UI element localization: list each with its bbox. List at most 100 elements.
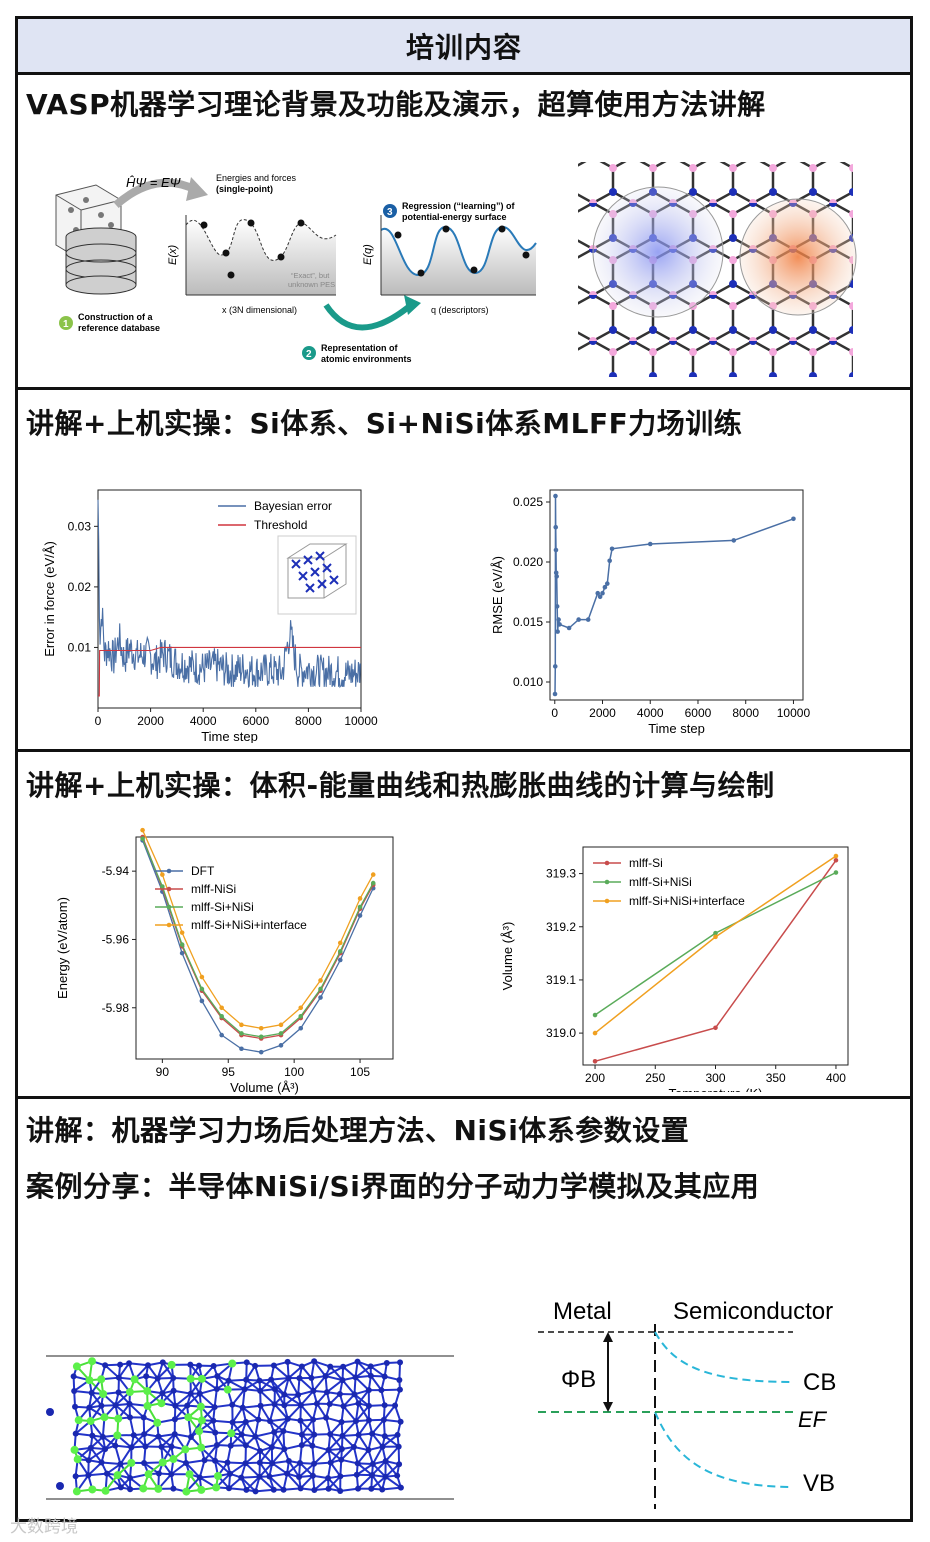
si-atom [367, 1372, 374, 1379]
bond [271, 1462, 288, 1475]
si-atom [355, 1400, 362, 1407]
si-atom [187, 1433, 194, 1440]
data-point [713, 930, 718, 936]
bond [244, 1462, 261, 1478]
pes-panel-x: E(x) x (3N dimensional) “Exact”, but unk… [167, 215, 337, 315]
bond [245, 1476, 261, 1491]
si-atom [46, 1408, 54, 1416]
si-atom [257, 1447, 264, 1454]
inset-atom [305, 583, 315, 593]
si-atom [213, 1386, 220, 1393]
si-atom [117, 1361, 124, 1368]
legend-marker [166, 922, 172, 928]
cb-band [654, 1331, 794, 1383]
bond [101, 1461, 121, 1466]
data-point [553, 524, 559, 530]
si-atom [243, 1376, 250, 1383]
x-tick-label: 250 [645, 1071, 665, 1085]
bond [199, 1392, 216, 1408]
bond [119, 1446, 133, 1465]
data-point [370, 872, 376, 877]
data-point [576, 617, 581, 622]
si-atom [212, 1429, 219, 1436]
bond [327, 1435, 344, 1451]
svg-text:unknown PES: unknown PES [288, 280, 335, 289]
bond [357, 1434, 370, 1451]
si-atom [159, 1390, 166, 1397]
si-atom [140, 1414, 147, 1421]
si-atom [327, 1459, 334, 1466]
bond [242, 1406, 259, 1421]
si-atom [159, 1359, 166, 1366]
data-point [318, 986, 323, 992]
si-atom [338, 1446, 345, 1453]
x-tick-label: 350 [766, 1071, 786, 1085]
si-atom [280, 1486, 287, 1493]
svg-text:“Exact”, but: “Exact”, but [291, 271, 330, 280]
bond [300, 1390, 315, 1406]
bond [128, 1403, 145, 1419]
data-point [557, 622, 562, 627]
si-atom [298, 1363, 305, 1370]
inset-frame [277, 535, 357, 615]
data-point [239, 1031, 244, 1036]
si-atom [126, 1414, 133, 1421]
si-atom [70, 1373, 77, 1380]
bond [372, 1446, 384, 1465]
bond [311, 1445, 316, 1464]
si-atom [339, 1377, 346, 1384]
bond [255, 1488, 274, 1493]
si-atom [308, 1374, 315, 1381]
bond [143, 1462, 160, 1475]
si-atom [154, 1375, 161, 1382]
si-atom [311, 1431, 318, 1438]
si-atom [369, 1430, 376, 1437]
ni-atom [88, 1357, 97, 1366]
legend-marker [604, 898, 610, 904]
data-point [219, 1032, 224, 1038]
bond [88, 1472, 108, 1477]
data-point [555, 629, 560, 634]
ni-atom [196, 1402, 205, 1411]
si-atom [296, 1473, 303, 1480]
legend-marker [166, 886, 172, 892]
inset-atom [310, 567, 320, 577]
si-atom [241, 1386, 248, 1393]
data-point [298, 1014, 304, 1019]
ni-atom [130, 1375, 139, 1384]
x-tick-label: 4000 [190, 714, 217, 728]
x-tick-label: 4000 [637, 706, 664, 720]
si-atom [310, 1387, 317, 1394]
series-line [98, 646, 361, 697]
si-atom [281, 1446, 288, 1453]
si-atom [378, 1387, 385, 1394]
si-atom [365, 1417, 372, 1424]
bond [341, 1420, 357, 1437]
x-tick-label: 6000 [242, 714, 269, 728]
bond [313, 1360, 327, 1377]
bond [313, 1449, 330, 1465]
ni-atom [85, 1376, 94, 1385]
ni-atom [158, 1458, 167, 1467]
data-point [600, 590, 605, 596]
svg-text:reference database: reference database [78, 323, 160, 333]
x-tick-label: 8000 [295, 714, 322, 728]
y-axis-label: RMSE (eV/Å) [490, 556, 505, 634]
si-atom [71, 1387, 78, 1394]
ni-atom [72, 1487, 81, 1496]
y-tick-label: 0.02 [68, 580, 92, 594]
section-title: 讲解+上机实操：体积-能量曲线和热膨胀曲线的计算与绘制 [26, 769, 775, 802]
y-tick-label: 0.010 [513, 675, 543, 689]
ni-atom [99, 1389, 108, 1398]
si-atom [226, 1485, 233, 1492]
bond [342, 1405, 357, 1422]
section-title: 讲解+上机实操：Si体系、Si+NiSi体系MLFF力场训练 [26, 407, 743, 440]
bond [298, 1377, 315, 1392]
data-point [833, 853, 839, 859]
rmse-chart: 0 2000 4000 6000 8000 10000 0.010 0.015 0.020 0.0… [490, 489, 810, 736]
inset-atom [303, 555, 313, 565]
si-atom [112, 1402, 119, 1409]
y-tick-label: 319.2 [546, 920, 576, 934]
data-point [604, 581, 610, 586]
si-atom [325, 1475, 332, 1482]
